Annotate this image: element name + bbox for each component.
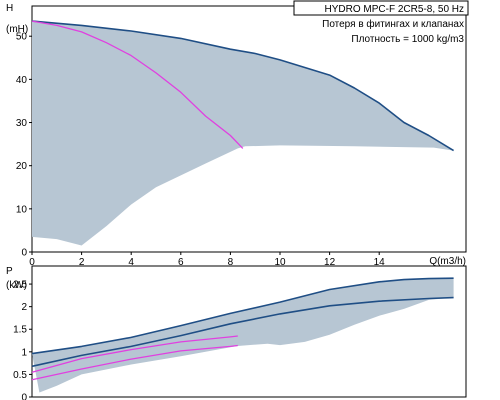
head-y-axis-label: H xyxy=(6,3,13,14)
head-operating-envelope xyxy=(32,21,454,246)
power-y-tick-label: 2.5 xyxy=(13,280,27,291)
power-series-line-4 xyxy=(31,344,238,381)
head-y-axis-unit: (mH) xyxy=(6,24,28,35)
power-series-line-3 xyxy=(31,335,238,373)
power-y-tick-label: 0 xyxy=(21,393,27,400)
x-axis-label: Q(m3/h) xyxy=(429,256,466,267)
info-box: HYDRO MPC-F 2CR5-8, 50 Hz Потеря в фитин… xyxy=(293,0,469,45)
head-y-tick-label: 20 xyxy=(16,161,28,172)
power-panel: 0 0.5 1 1.5 2 2.5 P (kW) xyxy=(6,265,467,400)
info-box-frame xyxy=(293,0,469,16)
info-title: HYDRO MPC-F 2CR5-8, 50 Hz xyxy=(325,4,464,15)
power-y-tick-label: 1 xyxy=(21,347,27,358)
head-y-tick-label: 40 xyxy=(16,75,28,86)
info-line-fittings: Потеря в фитингах и клапанах xyxy=(322,18,464,30)
head-y-axis: 0 10 20 30 40 50 xyxy=(16,32,32,259)
head-series-line-1 xyxy=(31,20,455,152)
x-tick-label: 6 xyxy=(178,257,184,268)
x-tick-label: 2 xyxy=(79,257,85,268)
x-tick-label: 4 xyxy=(128,257,134,268)
x-tick-label: 12 xyxy=(324,257,336,268)
head-y-tick-label: 0 xyxy=(21,248,27,259)
power-series-line-1 xyxy=(31,277,454,355)
power-series-line-2 xyxy=(31,296,454,368)
head-y-tick-label: 10 xyxy=(16,204,28,215)
power-y-axis: 0 0.5 1 1.5 2 2.5 xyxy=(13,280,32,400)
info-line-density: Плотность = 1000 kg/m3 xyxy=(351,34,464,45)
head-y-tick-label: 50 xyxy=(16,32,28,43)
x-tick-label: 8 xyxy=(228,257,234,268)
power-y-tick-label: 2 xyxy=(21,302,27,313)
power-y-tick-label: 1.5 xyxy=(13,325,27,336)
power-series-layer xyxy=(31,277,454,381)
head-series-line-2 xyxy=(31,20,244,149)
head-panel: 0 10 20 30 40 50 0 2 4 6 8 10 12 14 H (mH) Q(m3/h) H… xyxy=(6,0,469,268)
head-series-layer xyxy=(31,20,455,152)
head-y-tick-label: 30 xyxy=(16,118,28,129)
power-plot-frame xyxy=(31,265,467,398)
power-y-axis-unit: (kW) xyxy=(6,280,27,291)
power-y-tick-label: 0.5 xyxy=(13,370,27,381)
power-envelope-layer xyxy=(32,278,454,393)
head-envelope-layer xyxy=(32,21,454,246)
x-tick-label: 0 xyxy=(29,257,35,268)
power-y-axis-label: P xyxy=(6,266,13,277)
x-tick-label: 14 xyxy=(374,257,386,268)
power-operating-envelope xyxy=(32,278,454,393)
x-tick-label: 10 xyxy=(274,257,286,268)
head-x-axis: 0 2 4 6 8 10 12 14 xyxy=(29,252,385,268)
